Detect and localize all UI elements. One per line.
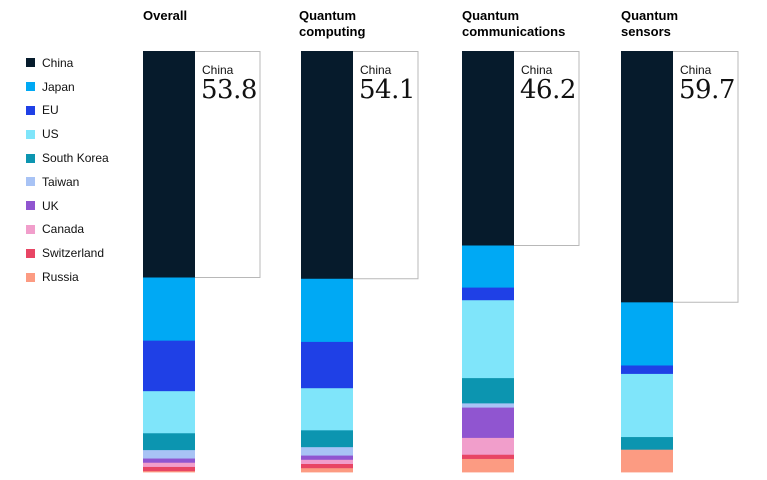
bar-segment-eu [301, 341, 353, 389]
callout-value: 53.8 [201, 75, 257, 105]
bar-segment-south-korea [462, 378, 514, 404]
legend-label: EU [42, 103, 59, 118]
legend-swatch [26, 248, 35, 258]
bar-segment-china [301, 51, 353, 280]
bar-segment-china [621, 51, 673, 303]
legend-item: Switzerland [26, 241, 109, 265]
bar-segment-us [143, 391, 195, 434]
bar-segment-canada [143, 462, 195, 468]
callout-box [353, 51, 419, 280]
bar-segment-us [301, 388, 353, 431]
bar-segment-taiwan [462, 403, 514, 408]
legend: China Japan EU US South Korea Taiwan UK Canada S… [26, 51, 109, 289]
panel-title: Quantum computing [299, 8, 366, 39]
callout-box [673, 51, 739, 303]
legend-item: Russia [26, 265, 109, 289]
bar-segment-eu [621, 365, 673, 375]
legend-swatch [26, 272, 35, 282]
callout-label: China [360, 63, 392, 77]
bar-segment-uk [462, 407, 514, 439]
bar-segment-south-korea [621, 437, 673, 451]
bar-segment-russia [462, 458, 514, 473]
legend-label: China [42, 55, 74, 70]
bar-segment-russia [143, 471, 195, 473]
bar-segment-japan [143, 277, 195, 342]
callout-value: 59.7 [679, 75, 735, 105]
legend-swatch [26, 201, 35, 211]
bar-segment-japan [301, 278, 353, 343]
bar-segment-uk [143, 458, 195, 464]
bar-segment-switzerland [301, 464, 353, 469]
legend-swatch [26, 224, 35, 234]
legend-item: Canada [26, 218, 109, 242]
bar-segment-taiwan [301, 447, 353, 456]
legend-item: South Korea [26, 146, 109, 170]
legend-label: Japan [42, 79, 75, 94]
legend-swatch [26, 153, 35, 163]
bar-segment-russia [621, 449, 673, 473]
bar-segment-us [462, 300, 514, 379]
callout-label: China [680, 63, 712, 77]
legend-item: UK [26, 194, 109, 218]
bar-segment-canada [301, 459, 353, 465]
panel-title: Quantum sensors [621, 8, 679, 39]
legend-item: EU [26, 99, 109, 123]
bar-segment-taiwan [143, 450, 195, 459]
legend-swatch [26, 177, 35, 187]
legend-item: Japan [26, 75, 109, 99]
callout-label: China [521, 63, 553, 77]
bar-segment-canada [462, 437, 514, 456]
legend-item: US [26, 122, 109, 146]
callout-box [195, 51, 261, 278]
bar-segment-eu [143, 340, 195, 392]
bar-segment-russia [301, 468, 353, 473]
bar-segment-china [143, 51, 195, 278]
panel-title: Overall [143, 8, 188, 23]
legend-swatch [26, 129, 35, 139]
bar-segment-switzerland [462, 454, 514, 460]
legend-label: Russia [42, 270, 79, 285]
legend-label: Canada [42, 222, 85, 237]
bar-segment-japan [462, 245, 514, 288]
bar-segment-japan [621, 302, 673, 366]
legend-item: China [26, 51, 109, 75]
callout-label: China [202, 63, 234, 77]
bar-segment-south-korea [301, 430, 353, 448]
bar-segment-south-korea [143, 433, 195, 451]
legend-swatch [26, 82, 35, 92]
legend-swatch [26, 58, 35, 68]
callout-value: 46.2 [520, 75, 576, 105]
legend-swatch [26, 105, 35, 115]
callout-value: 54.1 [359, 75, 415, 105]
bar-segment-uk [301, 455, 353, 461]
callout-box [514, 51, 580, 246]
legend-label: Taiwan [42, 174, 80, 189]
legend-label: South Korea [42, 151, 109, 166]
legend-label: UK [42, 198, 59, 213]
legend-label: Switzerland [42, 246, 105, 261]
legend-label: US [42, 127, 59, 142]
panel-title: Quantum communications [462, 8, 566, 39]
bar-segment-switzerland [143, 466, 195, 472]
bar-segment-us [621, 373, 673, 438]
legend-item: Taiwan [26, 170, 109, 194]
bar-segment-eu [462, 287, 514, 301]
bar-segment-china [462, 51, 514, 246]
